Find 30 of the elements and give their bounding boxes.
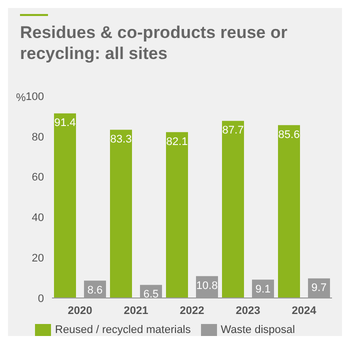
- y-tick-label: 0: [38, 292, 44, 305]
- data-label: 91.4: [54, 117, 76, 130]
- data-label: 85.6: [278, 128, 300, 141]
- bar: [166, 132, 188, 298]
- y-tick-label: 80: [32, 131, 44, 144]
- x-tick-label: 2022: [180, 304, 204, 317]
- data-label: 9.7: [311, 282, 327, 294]
- bar: [278, 125, 300, 298]
- y-tick-label: 60: [32, 172, 44, 184]
- y-tick-label: 100: [26, 90, 44, 103]
- data-label: 9.1: [255, 283, 271, 296]
- data-label: 6.5: [143, 288, 159, 301]
- chart-title: Residues & co-products reuse or recycling: all sites: [20, 22, 288, 64]
- data-label: 8.6: [87, 284, 103, 296]
- legend-label: Waste disposal: [220, 324, 295, 336]
- bar: [54, 113, 76, 298]
- y-tick-label: 40: [32, 212, 44, 224]
- data-label: 82.1: [166, 136, 188, 148]
- data-label: 10.8: [196, 280, 218, 292]
- y-tick-label: 20: [32, 252, 44, 265]
- x-tick-label: 2021: [124, 304, 148, 317]
- x-tick-label: 2024: [292, 304, 318, 317]
- legend-label: Reused / recycled materials: [55, 324, 191, 336]
- y-axis-title: %: [16, 92, 26, 104]
- bar: [110, 130, 132, 298]
- data-label: 83.3: [110, 134, 132, 146]
- bar: [222, 120, 244, 298]
- x-tick-label: 2020: [68, 304, 92, 317]
- x-tick-label: 2023: [236, 304, 260, 317]
- data-label: 87.7: [222, 124, 244, 137]
